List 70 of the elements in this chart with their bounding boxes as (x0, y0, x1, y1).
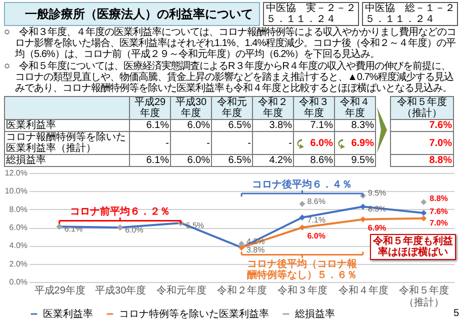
text: 6.1% (146, 155, 169, 166)
data-label: 9.5% (368, 188, 386, 198)
text: 6.1% (146, 120, 169, 131)
text: - (206, 138, 210, 148)
text: - (248, 138, 251, 148)
text: 7.0% (430, 218, 448, 228)
y-tick-label: 12.0% (4, 168, 28, 178)
text: 3.8% (269, 120, 292, 131)
text: - (166, 138, 169, 148)
text: 8.6% (310, 155, 333, 166)
data-label: 7.1% (307, 216, 326, 225)
text: 7.1% (310, 120, 333, 131)
x-tick-label: 令和２年度 (217, 284, 267, 296)
y-tick-label: 4.0% (9, 241, 28, 250)
data-label: 4.2% (246, 236, 265, 246)
y-tick-label: 10.0% (4, 186, 28, 196)
legend-label: 医業利益率 (43, 308, 93, 320)
data-label: 7.6% (430, 206, 448, 216)
y-tick-label: 0.0% (9, 278, 28, 286)
data-label: 6.0% (125, 226, 144, 234)
y-tick-label: 8.0% (9, 204, 28, 214)
label-box: 中医協 実－２－２ ５．１１．２４ (263, 2, 359, 26)
category-label: 令和２年度 (258, 97, 288, 119)
x-tick-label: 令和４年度 (338, 284, 388, 296)
text: 7.6% (429, 120, 452, 131)
text: 6.5% (228, 120, 251, 131)
y-tick-label: 6.0% (9, 223, 28, 232)
text: コロナ報酬特例等を除いた医業利益率（推計） (4, 132, 130, 154)
text: ○ 令和３年度、４年度の医業利益率については、コロナ報酬特例等による収入やかかりまし費用などのコロナ影響を除いた場合、医業利益率はそれぞれ1.1%、1.4%程度減少。コロナ後（令和２～４年度）の平均（5.6%）は、コロナ前（平成２９～令和元年度）の平均（6.2%）を下回る見込み。 (4, 27, 458, 60)
label-box: 中医協 総－１－２ ５．１１．２４ (362, 2, 458, 26)
text: 4.2% (269, 155, 292, 166)
category-label: 平成30年度 (175, 97, 207, 119)
data-label: 7.0% (390, 132, 454, 154)
text: 9.5% (351, 155, 374, 166)
callout-box: 令和５年度も利益率はほぼ横ばい (370, 234, 456, 260)
text: 総損益率 (4, 154, 130, 166)
x-tick-label: 令和元年度 (156, 284, 206, 296)
x-tick-label: 平成30年度 (95, 284, 146, 296)
data-label: 8.6% (307, 196, 326, 206)
text: 8.8% (429, 155, 452, 166)
text: 6.0% (187, 155, 210, 166)
text: ○ 令和５年度については、医療経済実態調査によるR３年度からR４年度の収入や費用の伸びを前提に、コロナの類型見直しや、物価高騰、賃金上昇の影響などを踏まえ推計すると、▲0.7%程度減少する見込みであり、コロナ報酬特例等を除いた医業利益率も令和４年度と比較するとほぼ横ばいとなる見込み。 (4, 61, 455, 94)
text: 8.3% (351, 120, 374, 131)
text: 6.0% (187, 120, 210, 131)
text: 5 (453, 308, 459, 319)
annotation: コロナ後平均６．４％ (252, 178, 352, 190)
chart-title: 一般診療所（医療法人）の利益率について (4, 2, 260, 26)
data-label: 6.9% (334, 132, 376, 154)
x-tick-label: 令和３年度 (278, 284, 328, 296)
annotation: コロナ後平均（コロナ報酬特例等なし）５．６％ (247, 258, 358, 281)
text: 6.9% (368, 223, 386, 232)
y-tick-label: 2.0% (9, 259, 28, 268)
category-label: 令和４年度 (340, 97, 370, 119)
legend-label: 総損益率 (294, 308, 335, 320)
data-label: 6.5% (186, 220, 204, 230)
category-label: 令和５年度（推計） (397, 97, 447, 119)
x-tick-label: 令和５年度（推計） (399, 284, 450, 308)
x-tick-label: 平成29年度 (34, 284, 86, 296)
data-label: 3.8% (246, 245, 265, 254)
category-label: 平成29年度 (134, 97, 166, 119)
text: - (288, 138, 292, 148)
annotation: コロナ前平均６．２％ (70, 206, 170, 218)
text: 医業利益率 (4, 120, 130, 132)
text: 6.5% (228, 155, 251, 166)
legend-label: コロナ特例等を除いた医業利益率 (119, 308, 269, 320)
data-label: 8.8% (430, 194, 448, 204)
category-label: 令和３年度 (299, 97, 329, 119)
data-label: 6.0% (294, 132, 334, 154)
category-label: 令和元年度 (217, 97, 247, 119)
text: 6.0% (307, 232, 326, 240)
